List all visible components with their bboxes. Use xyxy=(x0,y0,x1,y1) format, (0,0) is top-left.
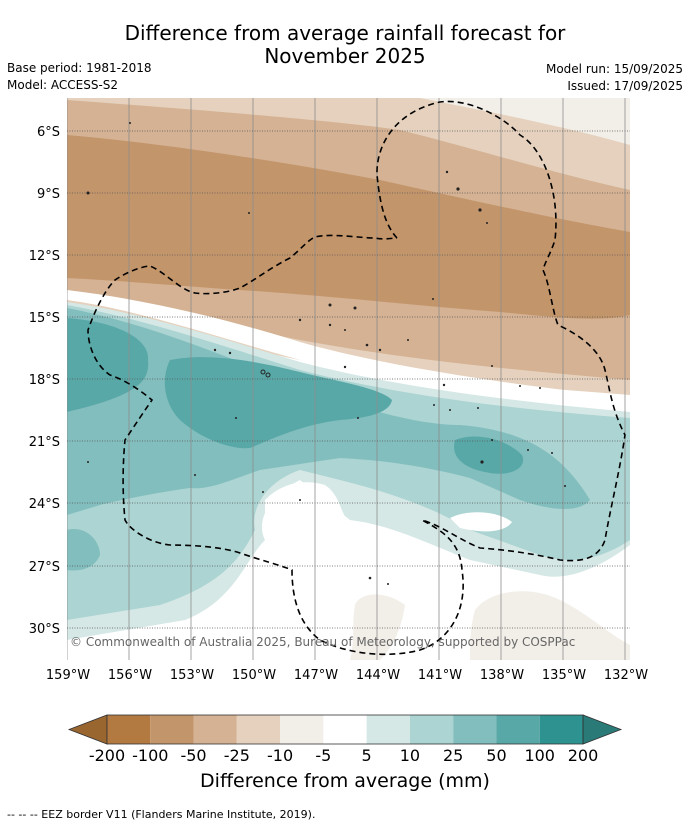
title-line-2: November 2025 xyxy=(264,44,426,68)
colorbar-segment xyxy=(150,715,194,744)
lon-label: 144°W xyxy=(356,668,400,683)
islands xyxy=(86,122,566,585)
colorbar-segment xyxy=(496,715,540,744)
lon-label: 153°W xyxy=(170,668,214,683)
zone-plus-50-b xyxy=(164,357,392,449)
issued-date: Issued: 17/09/2025 xyxy=(567,79,683,93)
title-line-1: Difference from average rainfall forecas… xyxy=(124,21,566,45)
colorbar-tick-label: 200 xyxy=(567,746,599,765)
map-fill-area xyxy=(67,98,630,660)
colorbar xyxy=(67,714,623,745)
colorbar-tick-label: 100 xyxy=(524,746,555,765)
colorbar-tick-label: -50 xyxy=(180,746,207,765)
lat-label: 24°S xyxy=(29,497,60,512)
colorbar-segment xyxy=(280,715,324,744)
colorbar-arrow-low xyxy=(67,714,108,745)
model-name: Model: ACCESS-S2 xyxy=(7,78,119,92)
colorbar-tick-label: 25 xyxy=(442,746,464,765)
lon-axis-labels: 159°W 156°W 153°W 150°W 147°W 144°W 141°… xyxy=(46,668,648,683)
eez-borders xyxy=(87,100,626,656)
lon-label: 138°W xyxy=(480,668,524,683)
colorbar-title: Difference from average (mm) xyxy=(200,770,490,792)
colorbar-segment xyxy=(366,715,410,744)
colorbar-segment xyxy=(453,715,497,744)
colorbar-segment xyxy=(236,715,281,744)
colorbar-segment xyxy=(409,715,454,744)
colorbar-segment xyxy=(539,715,583,744)
model-run: Model run: 15/09/2025 xyxy=(545,62,683,76)
colorbar-tick-label: -200 xyxy=(88,746,126,765)
zone-neutral xyxy=(67,290,630,412)
copyright-notice: © Commonwealth of Australia 2025, Bureau… xyxy=(70,635,575,649)
colorbar-tick-label: 5 xyxy=(361,746,372,765)
colorbar-tick-label: -100 xyxy=(132,746,169,765)
colorbar-tick-label: 50 xyxy=(486,746,507,765)
run-info: Model run: 15/09/2025 Issued: 17/09/2025 xyxy=(546,61,683,95)
lon-label: 147°W xyxy=(294,668,338,683)
lat-axis-labels: 6°S 9°S 12°S 15°S 18°S 21°S 24°S 27°S 30… xyxy=(29,125,60,637)
eez-footnote: -- -- -- EEZ border V11 (Flanders Marine… xyxy=(7,808,316,821)
lon-label: 132°W xyxy=(604,668,648,683)
lat-label: 6°S xyxy=(37,125,60,140)
colorbar-outline xyxy=(106,714,584,745)
lon-label: 156°W xyxy=(108,668,152,683)
map-title: Difference from average rainfall forecas… xyxy=(0,22,690,68)
colorbar-tick-label: -5 xyxy=(315,746,332,765)
zone-plus-5-lower-left xyxy=(67,529,100,571)
lat-label: 21°S xyxy=(29,435,60,450)
colorbar-segment xyxy=(323,715,367,744)
zone-dry-south-2 xyxy=(470,591,630,660)
lat-label: 30°S xyxy=(29,622,60,637)
zone-minus-50 xyxy=(67,135,630,319)
colorbar-arrow-high xyxy=(582,714,623,745)
colorbar-tick-label: -25 xyxy=(223,746,250,765)
lon-label: 150°W xyxy=(232,668,276,683)
lat-label: 18°S xyxy=(29,373,60,388)
base-period-info: Base period: 1981-2018 Model: ACCESS-S2 xyxy=(7,60,152,94)
lon-label: 141°W xyxy=(418,668,462,683)
lat-label: 15°S xyxy=(29,311,60,326)
lon-label: 135°W xyxy=(542,668,586,683)
colorbar-segment xyxy=(107,715,151,744)
colorbar-tick-label: 10 xyxy=(399,746,421,765)
zone-dry-south-1 xyxy=(350,594,405,660)
colorbar-tick-label: -10 xyxy=(267,746,294,765)
lon-label: 159°W xyxy=(46,668,90,683)
lat-label: 27°S xyxy=(29,560,60,575)
base-period: Base period: 1981-2018 xyxy=(7,61,152,75)
zone-plus-50-c xyxy=(454,436,524,474)
lat-label: 12°S xyxy=(29,249,60,264)
lat-label: 9°S xyxy=(37,187,60,202)
zone-plus-50 xyxy=(67,318,149,412)
zone-neutral-island xyxy=(450,512,512,532)
colorbar-segment xyxy=(193,715,237,744)
